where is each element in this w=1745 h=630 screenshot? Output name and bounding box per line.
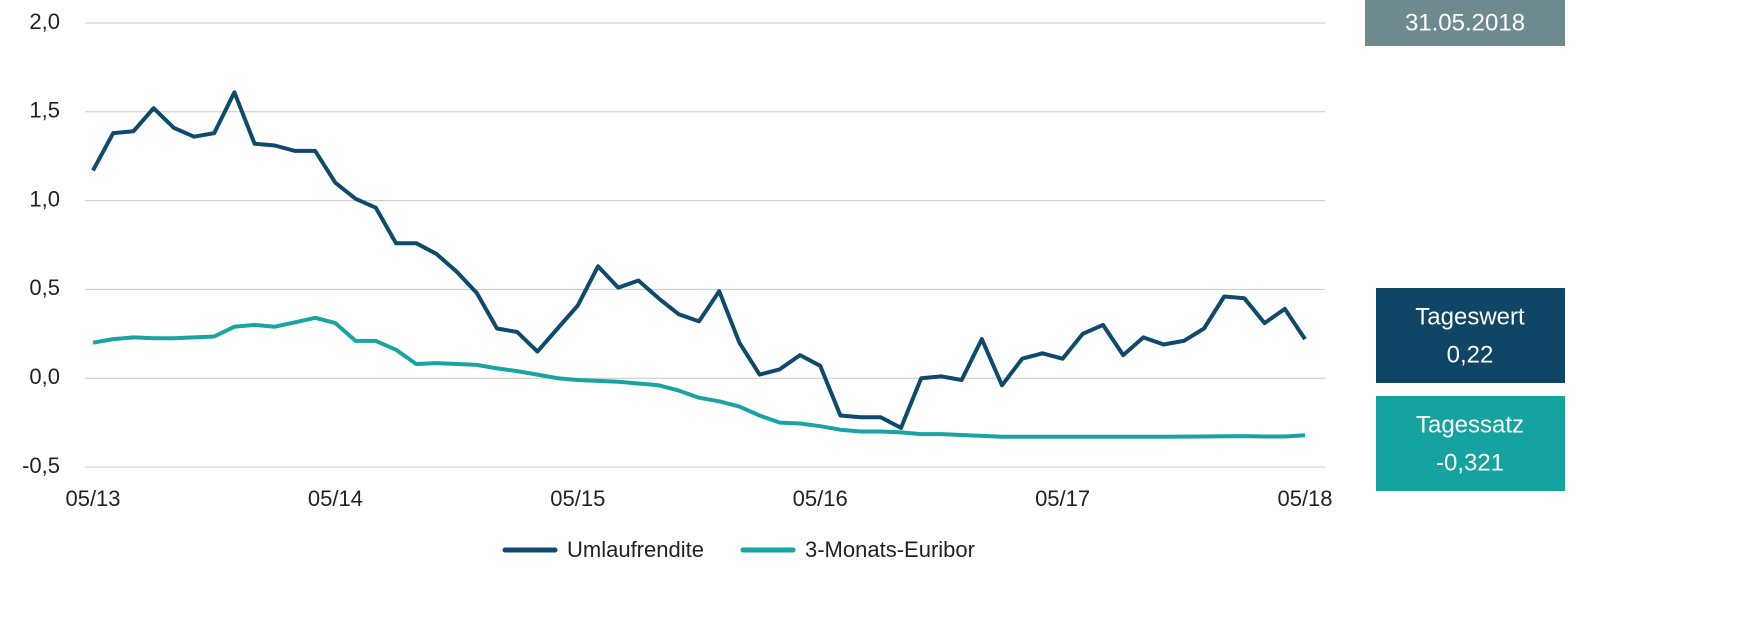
- info-box-title: Tageswert: [1415, 303, 1525, 330]
- info-box: Tagessatz -0,321: [1376, 396, 1565, 491]
- info-box-value: -0,321: [1436, 449, 1504, 476]
- info-box-bg: [1376, 396, 1565, 491]
- x-tick-label: 05/15: [550, 486, 605, 511]
- info-box-title: Tagessatz: [1416, 411, 1524, 438]
- date-label: 31.05.2018: [1405, 9, 1525, 36]
- y-tick-label: 0,5: [29, 275, 60, 300]
- info-box-bg: [1376, 288, 1565, 383]
- legend-label: 3-Monats-Euribor: [805, 537, 975, 562]
- x-tick-label: 05/16: [793, 486, 848, 511]
- x-tick-label: 05/18: [1277, 486, 1332, 511]
- legend-label: Umlaufrendite: [567, 537, 704, 562]
- y-tick-label: 0,0: [29, 364, 60, 389]
- line-series: [91, 90, 1307, 430]
- x-tick-label: 05/13: [65, 486, 120, 511]
- y-tick-label: 2,0: [29, 9, 60, 34]
- line-series: [92, 315, 1306, 439]
- y-tick-label: 1,5: [29, 98, 60, 123]
- info-box: Tageswert 0,22: [1376, 288, 1565, 383]
- date-box: [1365, 0, 1565, 46]
- y-tick-label: -0,5: [22, 453, 60, 478]
- x-tick-label: 05/17: [1035, 486, 1090, 511]
- y-tick-label: 1,0: [29, 186, 60, 211]
- x-tick-label: 05/14: [308, 486, 363, 511]
- info-box-value: 0,22: [1447, 341, 1494, 368]
